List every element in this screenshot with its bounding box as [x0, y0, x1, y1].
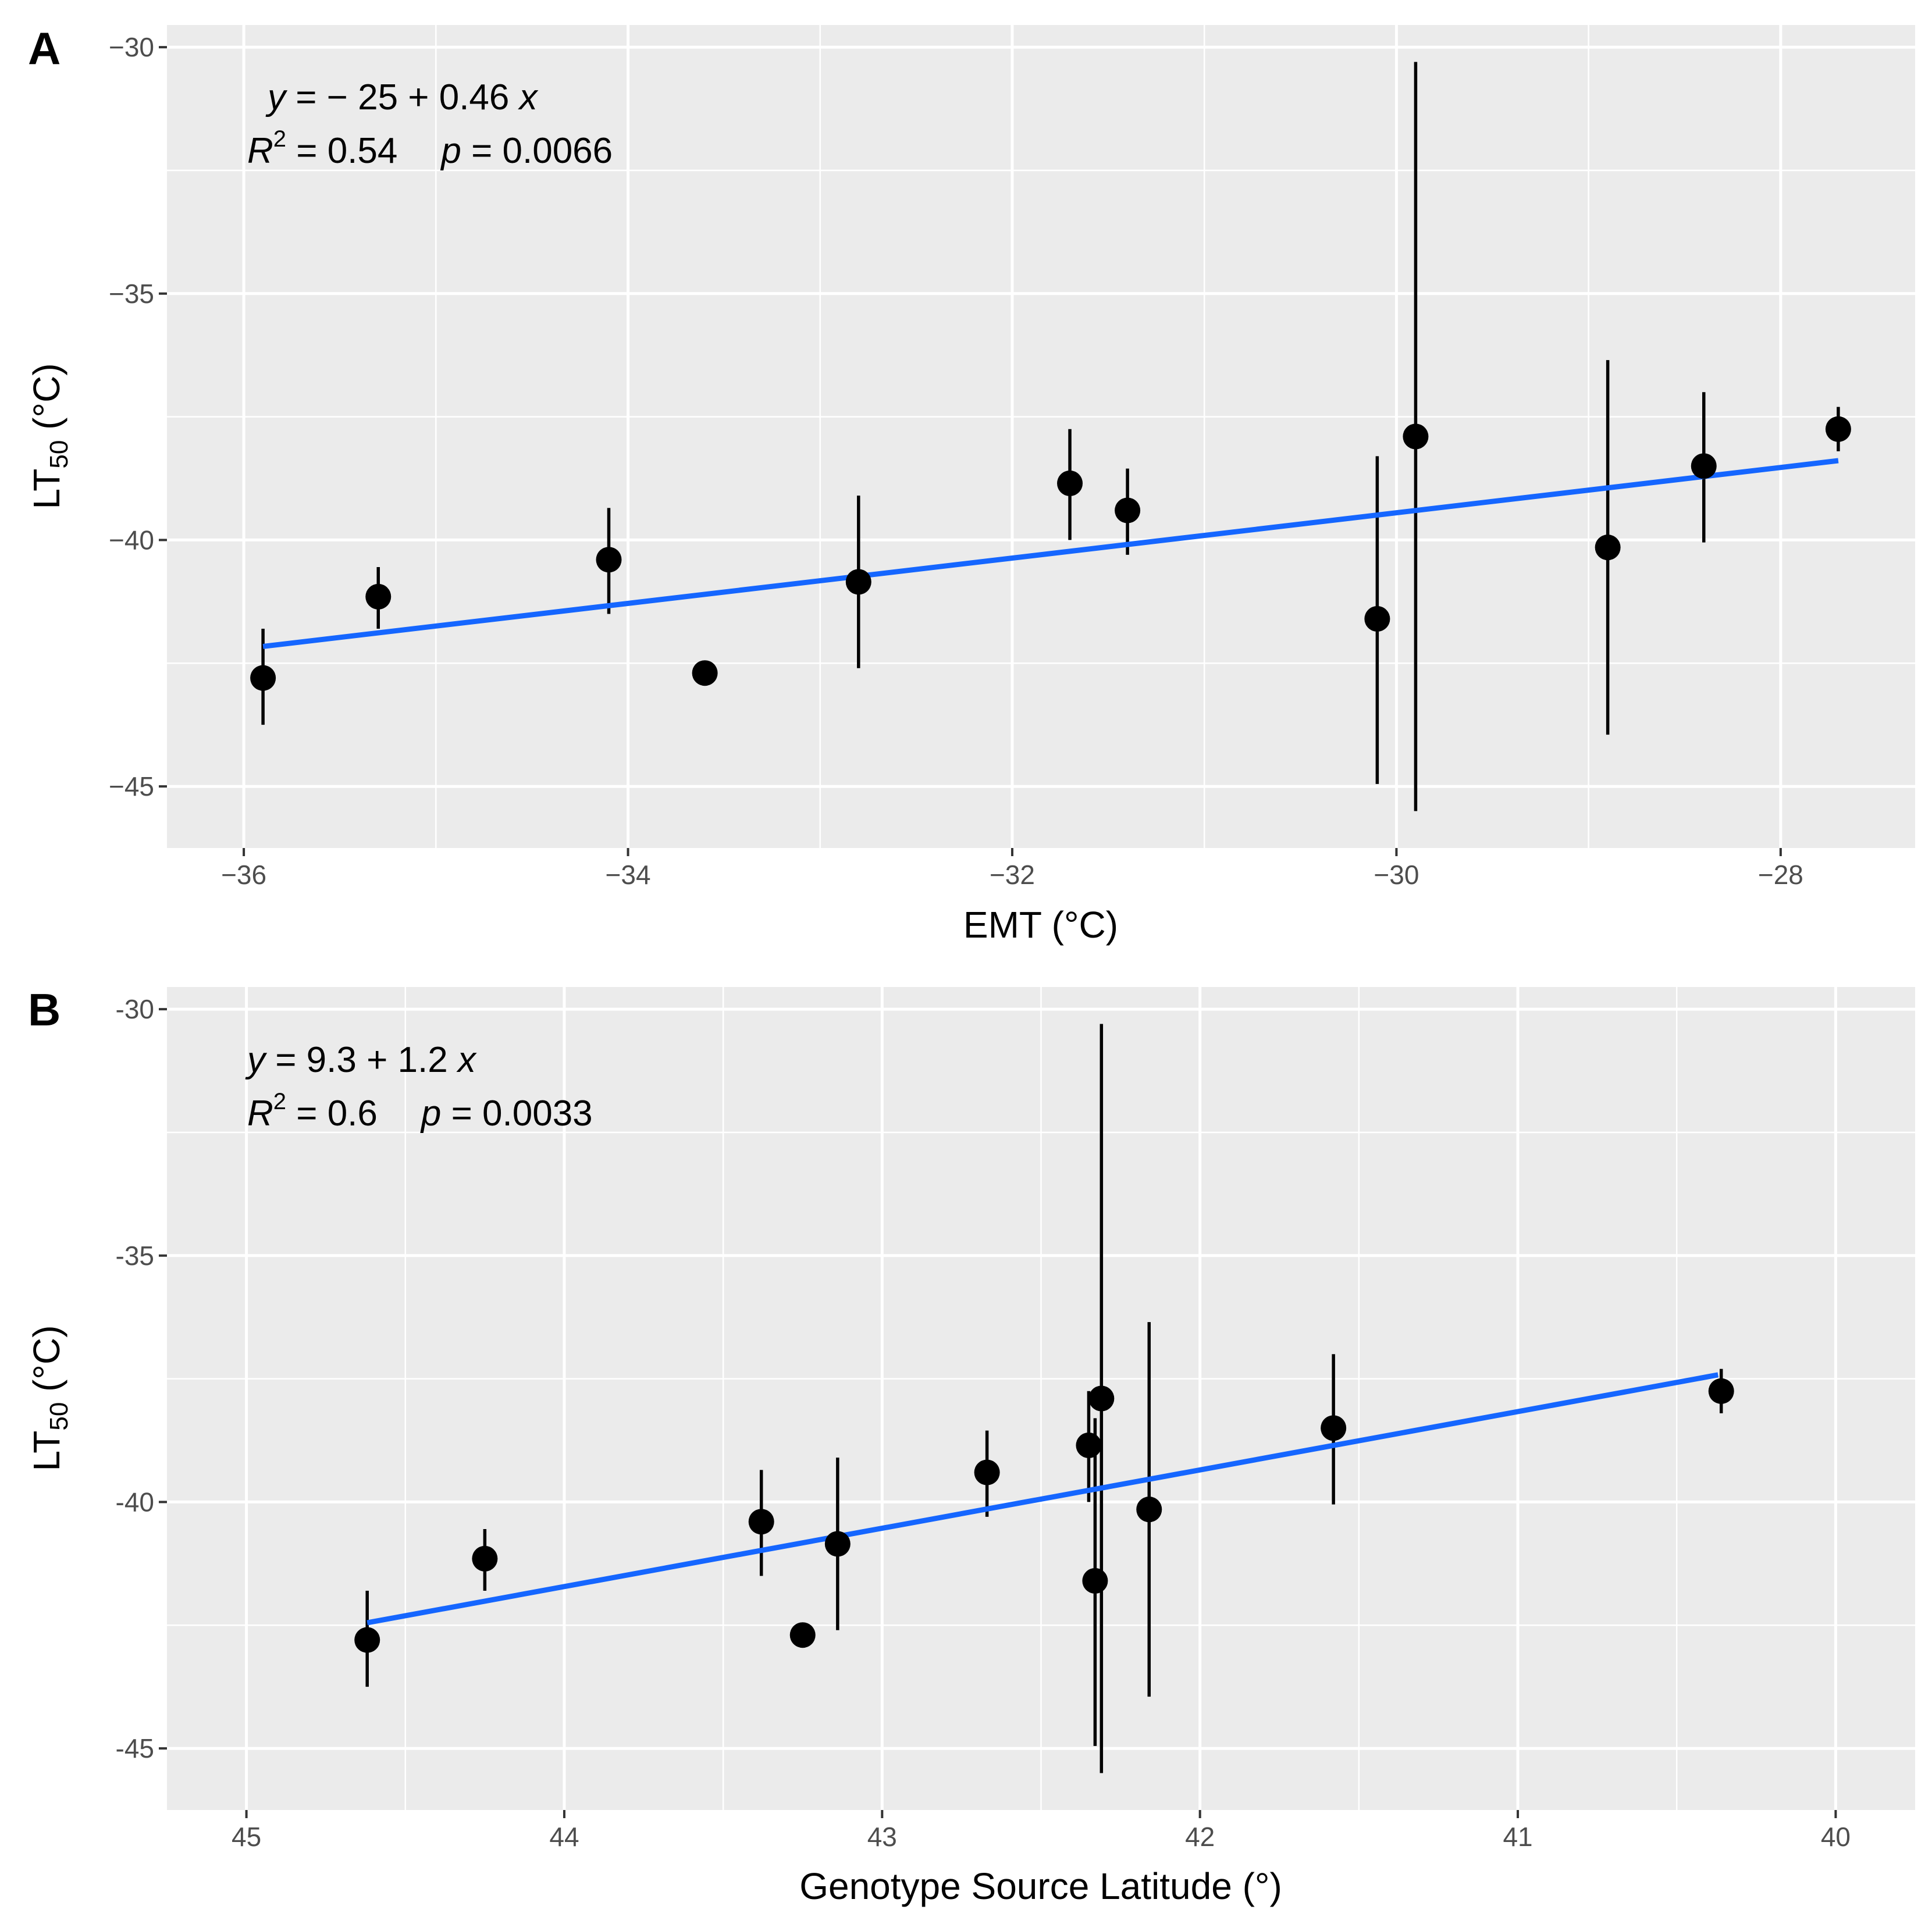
- r2-value: = 0.54: [286, 131, 397, 171]
- data-point: [845, 569, 871, 595]
- panel-a: −36 −34 −32 −30 −28 −30 −35 −40 −45 A y = − 25 +…: [26, 23, 1915, 946]
- r2-superscript: 2: [273, 1089, 286, 1114]
- panel-a-r2-p: R2 = 0.54 p = 0.0066: [247, 126, 613, 171]
- data-point: [1136, 1497, 1162, 1523]
- y-tick-label: −35: [109, 279, 154, 309]
- data-point: [596, 547, 622, 573]
- panel-b-data: [354, 1024, 1734, 1773]
- data-point: [365, 583, 392, 610]
- panel-b-equation: y = 9.3 + 1.2 x: [245, 1040, 477, 1080]
- x-tick-label: −36: [221, 860, 266, 890]
- regression-line: [367, 1372, 1719, 1626]
- p-value: = 0.0033: [441, 1093, 592, 1134]
- x-tick-label: −32: [990, 860, 1035, 890]
- data-point: [1082, 1568, 1108, 1594]
- data-point: [1321, 1415, 1347, 1441]
- data-point: [1403, 423, 1429, 450]
- data-point: [1076, 1432, 1102, 1458]
- panel-a-grid: [167, 25, 1915, 848]
- panel-a-axes: −36 −34 −32 −30 −28 −30 −35 −40 −45: [109, 32, 1803, 890]
- regression-line: [262, 458, 1839, 649]
- equation-y-symbol: y: [245, 1040, 268, 1080]
- y-tick-label: −30: [109, 32, 154, 62]
- panel-a-background: [167, 25, 1915, 848]
- data-point: [824, 1531, 851, 1557]
- x-tick-label: 41: [1503, 1822, 1532, 1852]
- r2-symbol: R: [247, 1093, 273, 1134]
- equation-x-symbol: x: [456, 1040, 477, 1080]
- equation-body: = − 25 + 0.46: [286, 77, 520, 117]
- panel-b: 45 44 43 42 41 40 -30 -35 -40 -45 B y = 9.3 + 1.2…: [26, 984, 1915, 1907]
- r2-superscript: 2: [273, 126, 286, 152]
- y-title-main: LT: [26, 1431, 67, 1471]
- x-tick-label: 42: [1185, 1822, 1215, 1852]
- data-point: [1595, 535, 1621, 561]
- panel-a-x-axis-title: EMT (°C): [963, 904, 1118, 946]
- equation-body: = 9.3 + 1.2: [265, 1040, 458, 1080]
- data-point: [789, 1622, 816, 1648]
- x-tick-label: −28: [1758, 860, 1803, 890]
- data-point: [1691, 453, 1717, 479]
- y-tick-label: -35: [116, 1241, 154, 1271]
- panel-b-tag: B: [28, 984, 61, 1035]
- panel-b-axes: 45 44 43 42 41 40 -30 -35 -40 -45: [116, 994, 1851, 1852]
- x-tick-label: 44: [549, 1822, 579, 1852]
- panel-a-data: [250, 62, 1851, 811]
- panel-b-x-axis-title: Genotype Source Latitude (°): [799, 1865, 1282, 1907]
- r2-value: = 0.6: [286, 1093, 378, 1134]
- data-point: [1708, 1378, 1734, 1404]
- y-tick-label: -30: [116, 994, 154, 1024]
- r2-symbol: R: [247, 131, 273, 171]
- y-tick-label: -40: [116, 1487, 154, 1517]
- y-tick-label: −40: [109, 525, 154, 555]
- panel-a-tag: A: [28, 23, 61, 74]
- data-point: [748, 1509, 774, 1535]
- x-tick-label: 45: [232, 1822, 261, 1852]
- data-point: [1088, 1385, 1115, 1412]
- data-point: [472, 1545, 498, 1572]
- panel-a-equation: y = − 25 + 0.46 x: [265, 77, 539, 117]
- panel-b-y-axis-title: LT50 (°C): [26, 1325, 73, 1471]
- data-point: [1825, 416, 1851, 442]
- x-tick-label: −34: [606, 860, 651, 890]
- data-point: [250, 665, 276, 691]
- data-point: [354, 1627, 380, 1653]
- y-title-units: (°C): [26, 363, 67, 440]
- data-point: [1115, 497, 1141, 523]
- panel-b-r2-p: R2 = 0.6 p = 0.0033: [247, 1089, 593, 1134]
- y-title-subscript: 50: [45, 440, 73, 469]
- y-tick-label: −45: [109, 771, 154, 801]
- data-point: [1364, 606, 1390, 632]
- equation-y-symbol: y: [265, 77, 288, 117]
- y-tick-label: -45: [116, 1733, 154, 1763]
- p-symbol: p: [440, 131, 461, 171]
- x-tick-label: 40: [1821, 1822, 1851, 1852]
- data-point: [692, 660, 718, 686]
- x-tick-label: −30: [1374, 860, 1419, 890]
- data-point: [974, 1459, 1000, 1485]
- panel-b-grid: [167, 987, 1915, 1810]
- data-point: [1057, 470, 1083, 496]
- y-title-main: LT: [26, 469, 67, 509]
- panel-a-y-axis-title: LT50 (°C): [26, 363, 73, 509]
- equation-x-symbol: x: [518, 77, 539, 117]
- x-tick-label: 43: [867, 1822, 897, 1852]
- p-value: = 0.0066: [461, 131, 613, 171]
- p-symbol: p: [420, 1093, 441, 1134]
- y-title-units: (°C): [26, 1325, 67, 1402]
- y-title-subscript: 50: [45, 1402, 73, 1431]
